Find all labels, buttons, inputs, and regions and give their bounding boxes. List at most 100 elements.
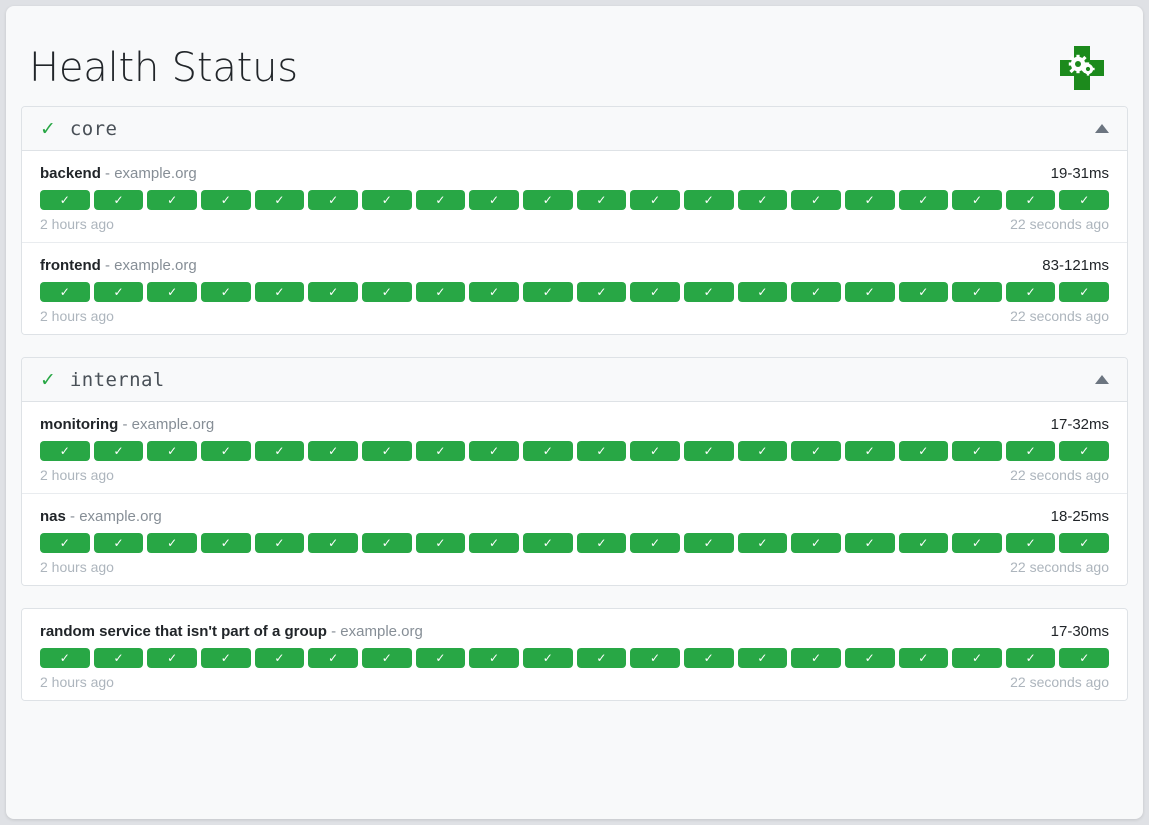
status-pill-up[interactable]: ✓ — [40, 282, 90, 302]
group-header[interactable]: ✓ internal — [22, 358, 1127, 402]
status-pill-up[interactable]: ✓ — [737, 190, 788, 210]
status-pill-up[interactable]: ✓ — [200, 282, 251, 302]
caret-up-icon[interactable] — [1095, 375, 1109, 384]
status-pill-up[interactable]: ✓ — [361, 441, 412, 461]
status-pill-up[interactable]: ✓ — [93, 533, 144, 553]
status-pill-up[interactable]: ✓ — [952, 533, 1002, 553]
status-pill-up[interactable]: ✓ — [147, 441, 197, 461]
status-pill-up[interactable]: ✓ — [93, 282, 144, 302]
status-pill-up[interactable]: ✓ — [683, 648, 734, 668]
status-pill-up[interactable]: ✓ — [254, 533, 305, 553]
status-pill-up[interactable]: ✓ — [147, 648, 197, 668]
status-pill-up[interactable]: ✓ — [737, 648, 788, 668]
status-pill-up[interactable]: ✓ — [254, 282, 305, 302]
status-pill-up[interactable]: ✓ — [844, 282, 895, 302]
status-pill-up[interactable]: ✓ — [898, 533, 949, 553]
status-pill-up[interactable]: ✓ — [952, 648, 1002, 668]
status-pill-up[interactable]: ✓ — [791, 533, 841, 553]
status-pill-up[interactable]: ✓ — [1005, 190, 1056, 210]
status-pill-up[interactable]: ✓ — [898, 190, 949, 210]
status-pill-up[interactable]: ✓ — [630, 190, 680, 210]
status-pill-up[interactable]: ✓ — [200, 533, 251, 553]
status-pill-up[interactable]: ✓ — [522, 441, 573, 461]
status-pill-up[interactable]: ✓ — [1005, 441, 1056, 461]
status-pill-up[interactable]: ✓ — [683, 190, 734, 210]
status-pill-up[interactable]: ✓ — [1059, 533, 1110, 553]
status-pill-up[interactable]: ✓ — [93, 190, 144, 210]
status-pill-up[interactable]: ✓ — [1005, 648, 1056, 668]
status-pill-up[interactable]: ✓ — [361, 282, 412, 302]
status-pill-up[interactable]: ✓ — [576, 441, 627, 461]
status-pill-up[interactable]: ✓ — [844, 648, 895, 668]
status-pill-up[interactable]: ✓ — [361, 648, 412, 668]
status-pill-up[interactable]: ✓ — [254, 441, 305, 461]
status-pill-up[interactable]: ✓ — [254, 190, 305, 210]
status-pill-up[interactable]: ✓ — [737, 533, 788, 553]
status-pill-up[interactable]: ✓ — [898, 648, 949, 668]
status-pill-up[interactable]: ✓ — [415, 282, 466, 302]
status-pill-up[interactable]: ✓ — [1059, 190, 1110, 210]
status-pill-up[interactable]: ✓ — [308, 282, 358, 302]
status-pill-up[interactable]: ✓ — [40, 441, 90, 461]
status-pill-up[interactable]: ✓ — [93, 648, 144, 668]
status-pill-up[interactable]: ✓ — [737, 441, 788, 461]
status-pill-up[interactable]: ✓ — [630, 648, 680, 668]
status-pill-up[interactable]: ✓ — [147, 282, 197, 302]
status-pill-up[interactable]: ✓ — [469, 190, 519, 210]
status-pill-up[interactable]: ✓ — [683, 441, 734, 461]
status-pill-up[interactable]: ✓ — [254, 648, 305, 668]
status-pill-up[interactable]: ✓ — [40, 648, 90, 668]
status-pill-up[interactable]: ✓ — [308, 533, 358, 553]
status-pill-up[interactable]: ✓ — [683, 282, 734, 302]
status-pill-up[interactable]: ✓ — [952, 441, 1002, 461]
status-pill-up[interactable]: ✓ — [40, 190, 90, 210]
status-pill-up[interactable]: ✓ — [576, 282, 627, 302]
status-pill-up[interactable]: ✓ — [576, 648, 627, 668]
status-pill-up[interactable]: ✓ — [791, 441, 841, 461]
status-pill-up[interactable]: ✓ — [791, 190, 841, 210]
status-pill-up[interactable]: ✓ — [522, 282, 573, 302]
status-pill-up[interactable]: ✓ — [200, 441, 251, 461]
status-pill-up[interactable]: ✓ — [93, 441, 144, 461]
status-pill-up[interactable]: ✓ — [415, 533, 466, 553]
status-pill-up[interactable]: ✓ — [791, 648, 841, 668]
status-pill-up[interactable]: ✓ — [1005, 282, 1056, 302]
status-pill-up[interactable]: ✓ — [844, 533, 895, 553]
status-pill-up[interactable]: ✓ — [630, 282, 680, 302]
status-pill-up[interactable]: ✓ — [469, 282, 519, 302]
status-pill-up[interactable]: ✓ — [469, 533, 519, 553]
status-pill-up[interactable]: ✓ — [576, 533, 627, 553]
status-pill-up[interactable]: ✓ — [415, 190, 466, 210]
status-pill-up[interactable]: ✓ — [630, 533, 680, 553]
status-pill-up[interactable]: ✓ — [415, 441, 466, 461]
status-pill-up[interactable]: ✓ — [952, 190, 1002, 210]
status-pill-up[interactable]: ✓ — [361, 190, 412, 210]
status-pill-up[interactable]: ✓ — [1059, 282, 1110, 302]
status-pill-up[interactable]: ✓ — [469, 648, 519, 668]
status-pill-up[interactable]: ✓ — [1059, 441, 1110, 461]
status-pill-up[interactable]: ✓ — [308, 441, 358, 461]
status-pill-up[interactable]: ✓ — [522, 648, 573, 668]
status-pill-up[interactable]: ✓ — [40, 533, 90, 553]
status-pill-up[interactable]: ✓ — [308, 648, 358, 668]
status-pill-up[interactable]: ✓ — [415, 648, 466, 668]
status-pill-up[interactable]: ✓ — [200, 648, 251, 668]
status-pill-up[interactable]: ✓ — [522, 190, 573, 210]
status-pill-up[interactable]: ✓ — [1059, 648, 1110, 668]
caret-up-icon[interactable] — [1095, 124, 1109, 133]
status-pill-up[interactable]: ✓ — [844, 441, 895, 461]
status-pill-up[interactable]: ✓ — [147, 190, 197, 210]
status-pill-up[interactable]: ✓ — [844, 190, 895, 210]
status-pill-up[interactable]: ✓ — [147, 533, 197, 553]
status-pill-up[interactable]: ✓ — [737, 282, 788, 302]
status-pill-up[interactable]: ✓ — [469, 441, 519, 461]
status-pill-up[interactable]: ✓ — [898, 441, 949, 461]
status-pill-up[interactable]: ✓ — [952, 282, 1002, 302]
status-pill-up[interactable]: ✓ — [200, 190, 251, 210]
status-pill-up[interactable]: ✓ — [576, 190, 627, 210]
status-pill-up[interactable]: ✓ — [791, 282, 841, 302]
status-pill-up[interactable]: ✓ — [898, 282, 949, 302]
status-pill-up[interactable]: ✓ — [1005, 533, 1056, 553]
status-pill-up[interactable]: ✓ — [361, 533, 412, 553]
status-pill-up[interactable]: ✓ — [308, 190, 358, 210]
